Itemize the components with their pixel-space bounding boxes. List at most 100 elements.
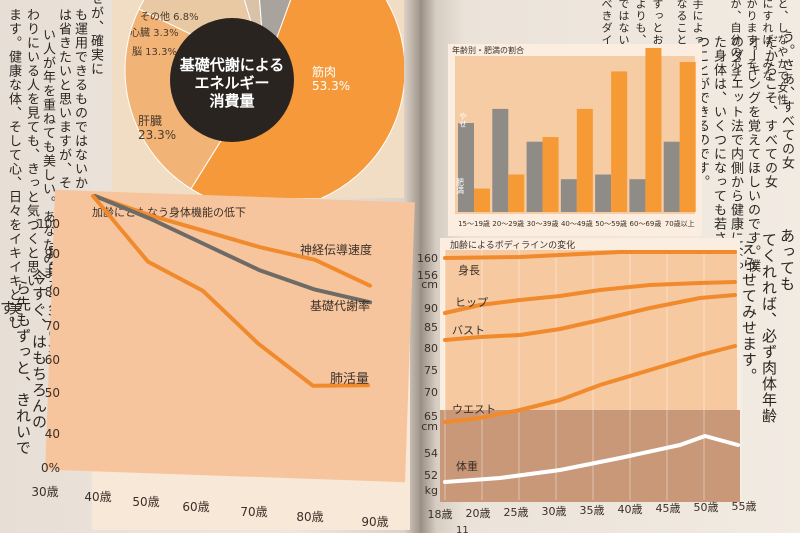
x-tick-label: 25歳 [504,506,529,519]
y-tick-label: cm [421,278,438,291]
bar-category-label: 30～39歳 [527,219,559,228]
bar-yase [526,141,543,212]
right-text-col: が、自分のボデ [729,0,742,82]
y-tick-label: 75 [424,364,438,377]
pie-center [170,18,294,142]
right-text-col: オーキングを覚えてほしいのです。僕 [745,35,760,273]
pie-title: 基礎代謝による [179,56,285,74]
body-chart-title: 加齢によるボディラインの変化 [450,239,575,251]
right-text-col: あっても [778,228,796,292]
bar-yase [458,122,474,212]
x-tick-label: 40歳 [84,490,111,504]
line-series [93,194,372,288]
pie-slice-label: 筋肉 [312,64,336,79]
y-tick-label: kg [425,484,438,497]
height-line [443,250,737,260]
right-text-col: えらせてみせます。 [740,240,758,384]
series-label: 体重 [456,459,478,473]
bar-yase [492,108,509,212]
bar-yase [595,174,612,212]
y-tick-label: 85 [424,321,438,334]
bar-category-label: 50～59歳 [595,219,627,228]
body-chart: 加齢によるボディラインの変化160156cm908580757065cm5452… [417,238,757,521]
bar-himan [611,71,628,212]
y-tick-label: 160 [417,252,438,265]
bar-himan [474,188,490,212]
x-tick-label: 20歳 [466,507,491,520]
pie-slice [244,0,266,71]
bar-category-label: 70歳以上 [665,219,695,228]
left-text-col: す。 [0,300,16,332]
y-tick-label: 70 [45,319,60,333]
bar-himan [576,108,593,212]
x-tick-label: 55歳 [732,500,757,513]
series-label: ヒップ [455,296,488,309]
bar-himan [508,174,525,212]
y-tick-label: 54 [424,447,438,460]
y-tick-label: cm [421,420,438,433]
pie-slice-label: 肝臓 [138,114,162,128]
pie-title: 消費量 [209,92,254,110]
left-text-col: せが、確実に [88,0,103,76]
body-panel-lower [440,410,740,502]
x-tick-label: 50歳 [132,495,159,509]
series-label: 神経伝導速度 [300,242,372,257]
right-text-col: かります。そし [745,0,758,82]
y-tick-label: 90 [45,247,60,261]
series-label: ウエスト [452,403,496,416]
bar-category-label: 40～49歳 [561,219,593,228]
y-tick-label: 80 [45,285,60,299]
line-panel [45,189,415,483]
right-text-col: た身体は、いくつになっても若さを保 [711,35,726,273]
right-text-col: だからこそ、すべての女 [762,35,777,189]
pie-slice [190,0,404,198]
series-label: やせ [459,112,468,128]
left-text-col: ます。健康な体、そして心、日々をイキイキと美し [6,8,21,330]
x-tick-label: 50歳 [694,501,719,514]
bar-yase [663,141,680,212]
left-text-col: い人が年を重ねても美しい。あなたのま [40,28,55,280]
line-series [91,194,370,388]
left-text-col: 今すぐ、はもちろんの [30,270,48,430]
x-tick-label: 45歳 [656,502,681,515]
series-label: 身長 [458,263,480,277]
x-tick-label: 18歳 [428,508,453,521]
pie-slice-value: 53.3% [312,79,350,93]
x-tick-label: 30歳 [31,485,58,499]
series-label: 肥満 [456,178,465,195]
bust-line [443,293,737,342]
pie-slice-label: その他 6.8% [140,10,199,23]
left-text-col: も運用できるものではないかもしれま [72,8,87,246]
series-label: 肺活量 [330,372,369,387]
right-text-col: と、しなやかで女性 [776,0,789,106]
line-chart-title: 加齢にともなう身体機能の低下 [92,205,246,219]
series-label: バスト [452,324,485,337]
bar-himan [645,48,662,212]
y-tick-label: 60 [45,353,60,367]
bar-yase [560,179,577,212]
right-text-col: う。さあ、すべての女 [779,30,794,170]
left-text-col: ら先もずっと、きれいで [14,280,32,456]
x-tick-label: 80歳 [296,510,323,524]
weight-line [443,434,740,484]
pie-slice-value: 23.3% [138,128,176,142]
bar-himan [542,137,559,212]
line-chart: 加齢にともなう身体機能の低下 30歳 40歳 50歳 60歳 70歳 80歳 90歳 0% 40 5… [31,189,415,530]
pie-slice-label: 脳 13.3% [132,46,177,58]
right-text-col: てくれれば、必ず肉体年齢 [760,232,778,424]
hip-line [443,280,737,315]
x-tick-label: 30歳 [542,505,567,518]
bar-chart: 年齢別・肥満の割合 15～19歳 20～29歳 30～39歳 40～49歳 50～59歳 6… [448,44,702,236]
y-tick-label: 65 [424,410,438,423]
y-tick-label: 40 [45,427,60,441]
x-tick-label: 60歳 [182,500,209,514]
body-panel-upper [445,250,737,410]
bar-category-label: 20～29歳 [492,219,524,228]
y-tick-label: 70 [424,386,438,399]
x-tick-label: 90歳 [361,515,388,529]
x-tick-label: 35歳 [580,504,605,517]
waist-line [443,344,737,424]
series-label: 基礎代謝率 [310,298,370,313]
pie-slice-label: 心臓 3.3% [130,27,179,39]
